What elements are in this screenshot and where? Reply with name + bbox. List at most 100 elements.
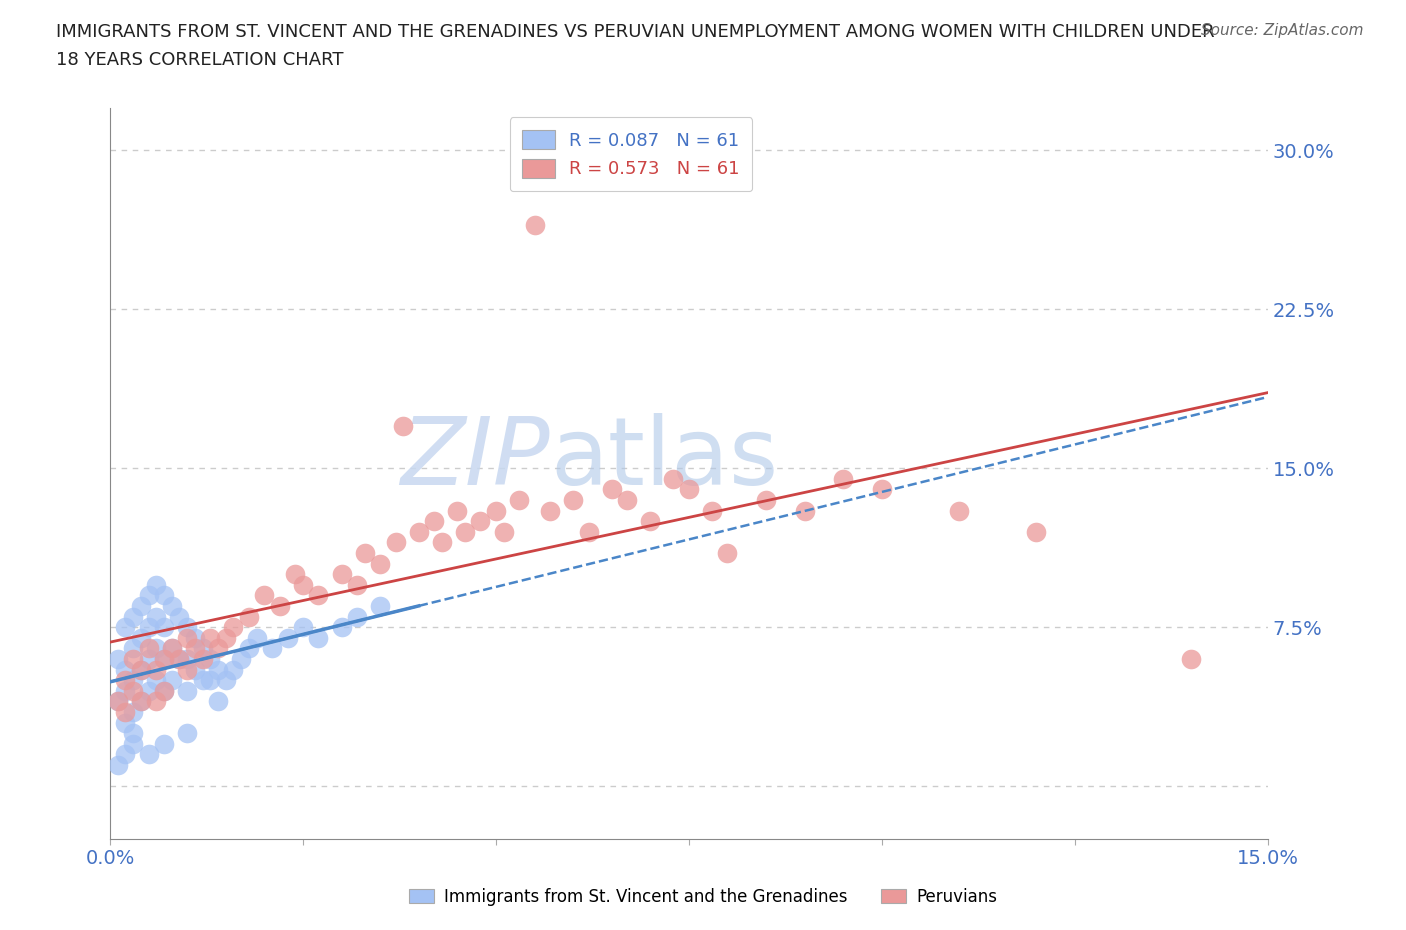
Point — [538, 503, 561, 518]
Point — [169, 652, 191, 667]
Point — [523, 217, 546, 232]
Point — [238, 609, 260, 624]
Point — [138, 641, 160, 656]
Point — [716, 546, 738, 561]
Point — [122, 705, 145, 720]
Point — [1180, 652, 1202, 667]
Point — [616, 493, 638, 508]
Point — [176, 662, 198, 677]
Point — [145, 609, 167, 624]
Point — [353, 546, 375, 561]
Point — [562, 493, 585, 508]
Point — [446, 503, 468, 518]
Point — [138, 747, 160, 762]
Point — [145, 672, 167, 687]
Point — [678, 482, 700, 497]
Point — [231, 652, 253, 667]
Point — [222, 662, 245, 677]
Point — [485, 503, 508, 518]
Point — [122, 641, 145, 656]
Point — [169, 609, 191, 624]
Point — [284, 566, 307, 581]
Point — [191, 672, 214, 687]
Point — [392, 418, 415, 433]
Point — [700, 503, 723, 518]
Text: IMMIGRANTS FROM ST. VINCENT AND THE GRENADINES VS PERUVIAN UNEMPLOYMENT AMONG WO: IMMIGRANTS FROM ST. VINCENT AND THE GREN… — [56, 23, 1215, 41]
Point — [107, 652, 129, 667]
Point — [145, 641, 167, 656]
Point — [169, 652, 191, 667]
Point — [122, 684, 145, 698]
Point — [138, 684, 160, 698]
Point — [508, 493, 530, 508]
Point — [1025, 525, 1047, 539]
Point — [160, 641, 183, 656]
Point — [114, 715, 136, 730]
Point — [129, 631, 152, 645]
Legend: R = 0.087   N = 61, R = 0.573   N = 61: R = 0.087 N = 61, R = 0.573 N = 61 — [509, 117, 752, 191]
Point — [330, 566, 353, 581]
Point — [176, 684, 198, 698]
Point — [246, 631, 269, 645]
Point — [262, 641, 284, 656]
Point — [307, 588, 329, 603]
Point — [184, 631, 207, 645]
Point — [153, 684, 176, 698]
Point — [200, 652, 222, 667]
Point — [423, 513, 446, 528]
Point — [291, 619, 314, 634]
Point — [122, 652, 145, 667]
Point — [129, 662, 152, 677]
Point — [138, 619, 160, 634]
Point — [153, 588, 176, 603]
Point — [153, 652, 176, 667]
Point — [222, 619, 245, 634]
Point — [129, 694, 152, 709]
Point — [600, 482, 623, 497]
Point — [107, 694, 129, 709]
Point — [492, 525, 515, 539]
Point — [122, 609, 145, 624]
Point — [276, 631, 298, 645]
Point — [755, 493, 778, 508]
Point — [200, 672, 222, 687]
Point — [662, 472, 685, 486]
Point — [184, 641, 207, 656]
Point — [368, 556, 391, 571]
Point — [176, 631, 198, 645]
Point — [191, 641, 214, 656]
Point — [368, 599, 391, 614]
Point — [176, 652, 198, 667]
Point — [215, 631, 238, 645]
Point — [430, 535, 453, 550]
Point — [122, 737, 145, 751]
Point — [269, 599, 291, 614]
Point — [129, 662, 152, 677]
Point — [330, 619, 353, 634]
Point — [114, 662, 136, 677]
Point — [191, 652, 214, 667]
Point — [114, 705, 136, 720]
Point — [129, 694, 152, 709]
Point — [153, 684, 176, 698]
Point — [114, 747, 136, 762]
Point — [153, 652, 176, 667]
Text: ZIP: ZIP — [401, 414, 550, 504]
Point — [870, 482, 893, 497]
Text: Source: ZipAtlas.com: Source: ZipAtlas.com — [1201, 23, 1364, 38]
Point — [307, 631, 329, 645]
Point — [122, 672, 145, 687]
Point — [160, 599, 183, 614]
Point — [384, 535, 406, 550]
Text: 18 YEARS CORRELATION CHART: 18 YEARS CORRELATION CHART — [56, 51, 343, 69]
Point — [176, 619, 198, 634]
Point — [184, 662, 207, 677]
Point — [153, 737, 176, 751]
Point — [107, 694, 129, 709]
Point — [122, 725, 145, 740]
Point — [291, 578, 314, 592]
Point — [160, 641, 183, 656]
Point — [207, 694, 229, 709]
Point — [138, 652, 160, 667]
Point — [454, 525, 477, 539]
